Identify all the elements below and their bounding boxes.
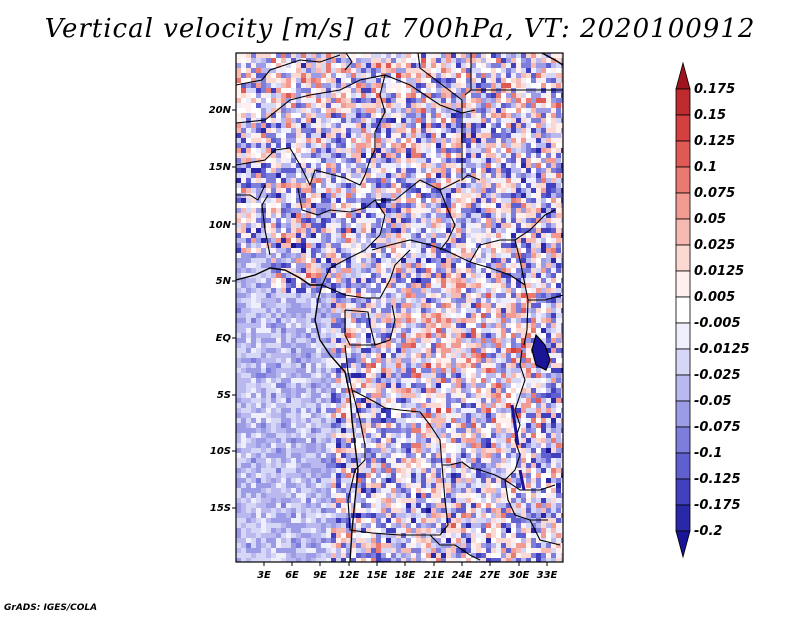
map-frame [235,52,564,563]
grads-credit: GrADS: IGES/COLA [4,603,98,613]
colorbar-cell [675,296,691,324]
country-borders [236,53,563,562]
colorbar-label: 0.025 [694,238,735,253]
colorbar-label: 0.075 [694,186,735,201]
map-title: Vertical velocity [m/s] at 700hPa, VT: 2… [44,14,756,44]
colorbar-label: -0.025 [694,368,741,383]
colorbar-label: -0.075 [694,420,741,435]
lon-tick-label: 24E [452,570,473,581]
lon-tick-label: 3E [257,570,271,581]
colorbar-cell [675,244,691,272]
colorbar-label: 0.15 [694,108,726,123]
lon-tick-label: 30E [509,570,530,581]
colorbar-cell [675,530,691,559]
lat-tick-label: 10N [209,220,232,231]
colorbar-cell [675,61,691,90]
colorbar-cell [675,478,691,506]
colorbar: 0.175 0.15 0.125 0.1 0.075 0.05 0.025 0.… [675,61,750,559]
lon-tick-label: 6E [285,570,299,581]
colorbar-label: -0.005 [694,316,741,331]
lat-tick-label: 5S [217,390,231,401]
colorbar-cell [675,322,691,350]
lat-tick-label: 15N [209,162,232,173]
colorbar-cell [675,88,691,116]
colorbar-cell [675,218,691,246]
colorbar-label: 0.0125 [694,264,744,279]
colorbar-label: -0.0125 [694,342,750,357]
colorbar-cell [675,426,691,454]
colorbar-cell [675,140,691,168]
colorbar-cell [675,166,691,194]
colorbar-cell [675,374,691,402]
longitude-axis: 3E 6E 9E 12E 15E 18E 21E 24E 27E 30E 33E [257,570,557,581]
latitude-axis: 20N 15N 10N 5N EQ 5S 10S 15S [209,105,232,514]
lon-tick-label: 15E [367,570,388,581]
colorbar-cell [675,504,691,532]
axis-ticks [232,109,548,566]
velocity-field [236,53,563,562]
colorbar-label: -0.175 [694,498,741,513]
colorbar-label: -0.125 [694,472,741,487]
lon-tick-label: 18E [395,570,416,581]
lat-tick-label: 20N [209,105,232,116]
lon-tick-label: 21E [424,570,445,581]
colorbar-label: 0.05 [694,212,726,227]
lon-tick-label: 27E [480,570,501,581]
colorbar-label: -0.05 [694,394,731,409]
colorbar-label: 0.1 [694,160,717,175]
colorbar-label: 0.005 [694,290,735,305]
lat-tick-label: 10S [210,446,231,457]
colorbar-cell [675,192,691,220]
colorbar-labels: 0.175 0.15 0.125 0.1 0.075 0.05 0.025 0.… [694,82,750,539]
colorbar-cell [675,452,691,480]
colorbar-cell [675,348,691,376]
map-panel [232,52,564,566]
colorbar-label: 0.175 [694,82,735,97]
colorbar-label: -0.2 [694,524,722,539]
colorbar-label: 0.125 [694,134,735,149]
lon-tick-label: 12E [339,570,360,581]
colorbar-cell [675,400,691,428]
colorbar-cell [675,270,691,298]
colorbar-cell [675,114,691,142]
colorbar-cells [675,61,691,559]
lon-tick-label: 9E [313,570,327,581]
lon-tick-label: 33E [537,570,558,581]
lat-tick-label: EQ [216,333,232,344]
lat-tick-label: 15S [210,503,231,514]
lat-tick-label: 5N [216,276,232,287]
colorbar-label: -0.1 [694,446,722,461]
